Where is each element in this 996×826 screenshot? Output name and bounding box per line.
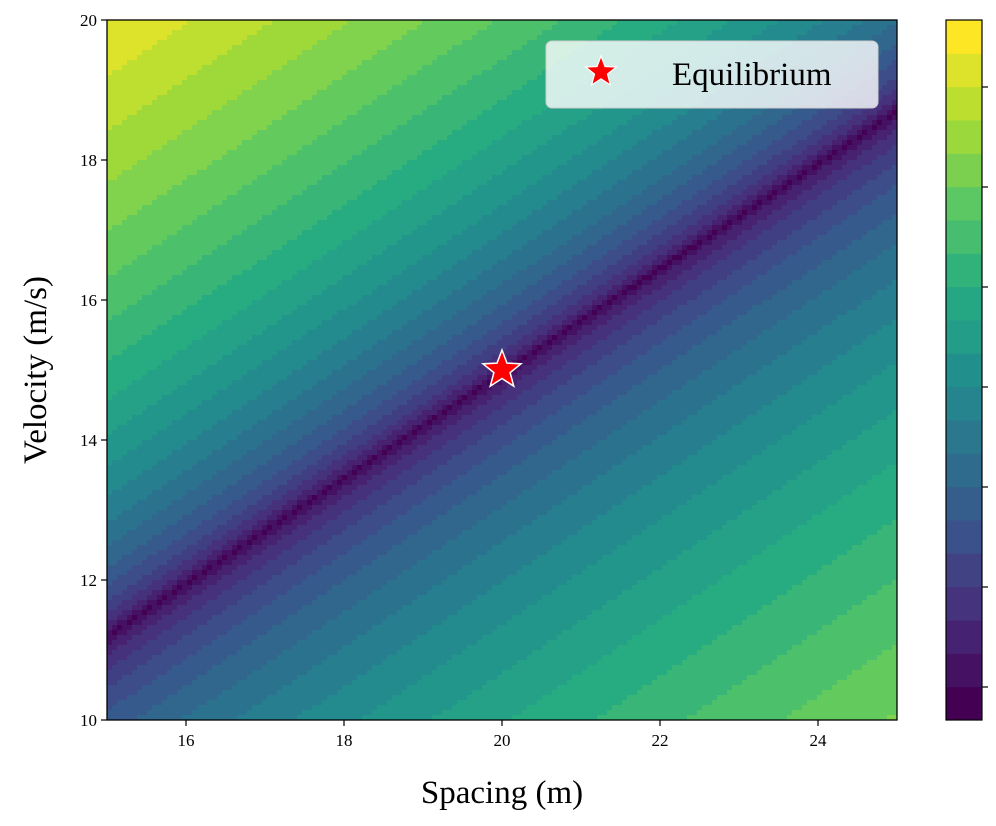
colorbar-segment <box>946 153 982 188</box>
colorbar-segment <box>946 320 982 354</box>
colorbar <box>945 19 988 721</box>
legend: Equilibrium <box>545 40 879 109</box>
legend-entry-equilibrium: Equilibrium <box>672 57 832 93</box>
y-axis-label: Velocity (m/s) <box>18 276 54 464</box>
colorbar-segment <box>946 353 982 388</box>
colorbar-segment <box>946 186 982 221</box>
colorbar-segment <box>946 620 982 654</box>
legend-star-icon <box>584 54 618 87</box>
colorbar-segment <box>946 486 982 521</box>
x-tick-label: 16 <box>178 731 195 750</box>
colorbar-segment <box>946 220 982 254</box>
y-tick-label: 18 <box>80 151 97 170</box>
equilibrium-point <box>480 347 524 388</box>
colorbar-segment <box>946 553 982 588</box>
colorbar-frame <box>945 19 983 721</box>
colorbar-segment <box>946 20 982 54</box>
y-tick-label: 12 <box>80 571 97 590</box>
x-tick-label: 24 <box>810 731 828 750</box>
colorbar-segment <box>946 120 982 154</box>
colorbar-segment <box>946 386 982 421</box>
x-tick-label: 22 <box>652 731 669 750</box>
x-tick-label: 18 <box>336 731 353 750</box>
contour-fill <box>107 20 897 720</box>
y-tick-label: 16 <box>80 291 97 310</box>
y-tick-label: 10 <box>80 711 97 730</box>
x-axis-label: Spacing (m) <box>421 775 583 811</box>
colorbar-segment <box>946 653 982 688</box>
colorbar-segment <box>946 586 982 621</box>
legend-box <box>545 40 879 109</box>
colorbar-segment <box>946 520 982 554</box>
colorbar-segment <box>946 686 982 721</box>
colorbar-segment <box>946 253 982 288</box>
colorbar-segment <box>946 420 982 454</box>
y-axis: 10 12 14 16 18 20 <box>80 11 107 730</box>
colorbar-segment <box>946 453 982 488</box>
colorbar-segment <box>946 53 982 88</box>
legend-star-marker <box>584 54 618 87</box>
y-tick-label: 14 <box>80 431 98 450</box>
colorbar-segment <box>946 86 982 121</box>
x-axis: 16 18 20 22 24 <box>178 720 828 750</box>
colorbar-segment <box>946 286 982 321</box>
x-tick-label: 20 <box>494 731 511 750</box>
equilibrium-marker-layer <box>480 347 524 388</box>
y-tick-label: 20 <box>80 11 97 30</box>
